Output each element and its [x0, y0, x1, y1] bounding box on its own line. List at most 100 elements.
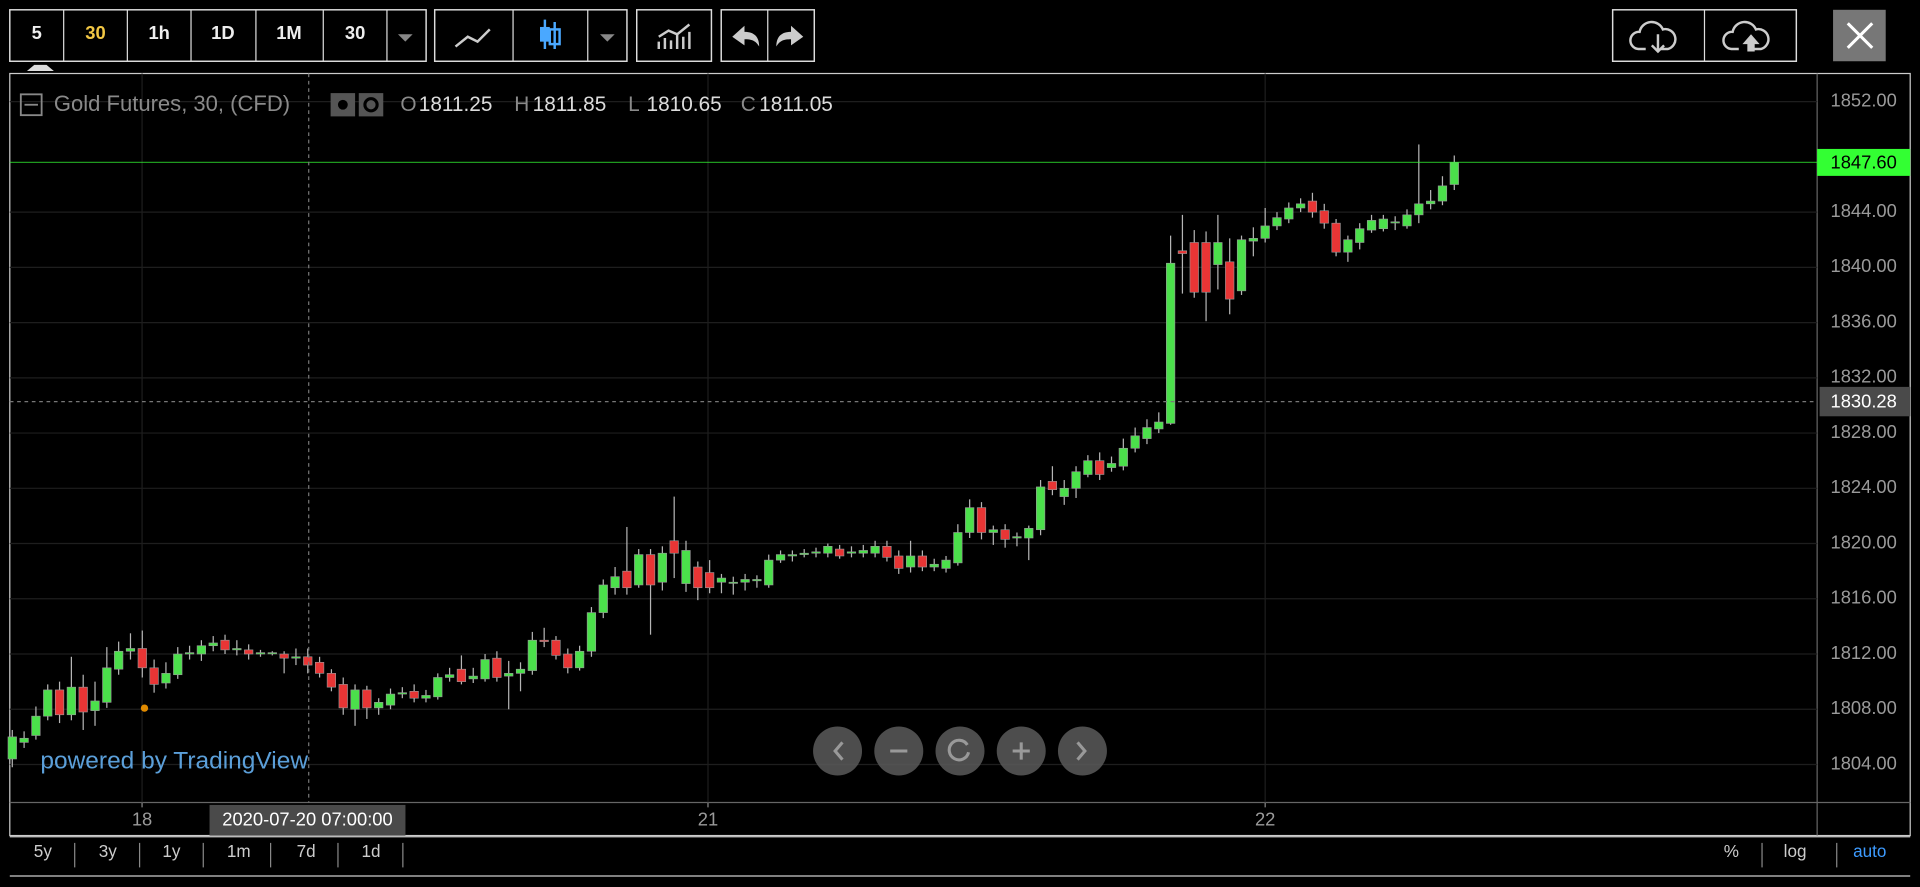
candle-body: [917, 555, 927, 568]
legend-value: 1811.85: [533, 93, 607, 116]
scale-button[interactable]: %: [1724, 841, 1739, 861]
candle-body: [1390, 221, 1400, 224]
scale-button[interactable]: log: [1784, 841, 1807, 861]
legend-settings[interactable]: [358, 93, 384, 117]
candle-body: [1142, 427, 1152, 439]
candle-body: [645, 554, 656, 586]
legend-key: L: [628, 93, 640, 116]
candle-body: [1118, 447, 1128, 467]
cloud-upload-button[interactable]: [1722, 20, 1770, 51]
candle-body: [858, 550, 868, 554]
candle-body: [137, 648, 147, 669]
candle-body: [7, 736, 17, 760]
candle-body: [1272, 217, 1282, 227]
x-tick-label: 22: [1255, 809, 1275, 830]
candle-body: [43, 689, 53, 717]
candle-body: [1166, 262, 1176, 424]
candle-body: [1201, 242, 1211, 293]
crosshair-price-label: 1830.28: [1830, 391, 1896, 412]
candle-body: [882, 545, 892, 558]
candle-body: [575, 650, 585, 669]
eye-icon: [337, 99, 348, 110]
candle-body: [19, 737, 29, 743]
candle-body: [527, 639, 537, 671]
interval-button[interactable]: 5: [32, 22, 42, 43]
undo-button[interactable]: [732, 25, 760, 47]
scale-button[interactable]: auto: [1853, 841, 1886, 861]
style-dropdown[interactable]: [600, 34, 615, 42]
interval-dropdown[interactable]: [397, 34, 413, 42]
candle-body: [1449, 162, 1459, 185]
candle-body: [870, 545, 880, 554]
candle-body: [669, 540, 679, 554]
legend-value: 1811.05: [759, 93, 833, 116]
candle-body: [255, 652, 266, 655]
candle-body: [941, 559, 951, 569]
candle-body: [456, 668, 467, 682]
indicators-icon: [657, 23, 691, 50]
legend-value: 1811.25: [419, 93, 493, 116]
cloud-download-button[interactable]: [1629, 20, 1677, 54]
candle-body: [374, 702, 384, 709]
line-style-button[interactable]: [454, 28, 491, 48]
candle-body: [196, 645, 206, 655]
crosshair-price-box: [1819, 386, 1911, 417]
interval-button[interactable]: 30: [345, 22, 365, 43]
scroll-right-button[interactable]: [1057, 726, 1107, 776]
candle-body: [1059, 487, 1069, 497]
candle-body: [161, 673, 171, 684]
candle-body: [350, 689, 360, 710]
candle-body: [303, 656, 313, 666]
candle-body: [953, 532, 963, 564]
interval-button[interactable]: 1M: [276, 22, 302, 43]
legend-key: C: [741, 93, 756, 116]
candle-body: [267, 652, 277, 655]
candle-body: [184, 652, 195, 655]
x-tick-label: 21: [698, 809, 718, 830]
range-bar: 5y 3y 1y 1m 7d 1d% log auto: [34, 841, 1886, 868]
collapse-tab[interactable]: [26, 64, 54, 72]
interval-button[interactable]: 30: [85, 22, 105, 43]
interval-group: [9, 9, 427, 62]
legend-collapse[interactable]: [19, 93, 43, 117]
interval-button[interactable]: 1D: [211, 22, 234, 43]
scroll-left-button[interactable]: [813, 726, 863, 776]
candle-body: [326, 673, 337, 688]
candle-body: [764, 559, 774, 586]
range-button[interactable]: 1d: [361, 841, 380, 861]
y-tick-label: 1832.00: [1830, 366, 1896, 387]
candle-body: [657, 552, 667, 583]
watermark: powered by TradingView: [40, 748, 308, 775]
candle-body: [492, 657, 502, 678]
last-price-label: 1847.60: [1830, 151, 1896, 172]
candle-body: [693, 566, 703, 589]
candle-body: [1343, 239, 1353, 253]
candle-body: [244, 649, 254, 655]
range-button[interactable]: 3y: [99, 841, 118, 861]
y-tick-label: 1824.00: [1830, 476, 1896, 497]
range-button[interactable]: 7d: [297, 841, 316, 861]
range-button[interactable]: 1m: [227, 841, 251, 861]
reset-button[interactable]: [935, 726, 985, 776]
y-tick-label: 1828.00: [1830, 421, 1896, 442]
range-button[interactable]: 1y: [162, 841, 181, 861]
candle-body: [54, 689, 65, 716]
candle-body: [1355, 228, 1365, 243]
crosshair-time-label: 2020-07-20 07:00:00: [222, 809, 392, 830]
candle-body: [728, 581, 738, 584]
range-button[interactable]: 5y: [34, 841, 53, 861]
candle-body: [445, 674, 455, 678]
candle-body: [468, 675, 478, 680]
interval-button[interactable]: 1h: [148, 22, 169, 43]
redo-button[interactable]: [776, 25, 804, 47]
candle-body: [1095, 460, 1105, 475]
gear-icon: [363, 97, 379, 113]
cloud-upload-arrow: [1742, 34, 1760, 52]
candle-body: [1189, 242, 1199, 293]
candle-body: [1047, 481, 1058, 490]
candle-body: [634, 554, 644, 586]
indicators-button[interactable]: [636, 9, 713, 62]
candle-body: [397, 692, 407, 695]
candle-body: [362, 689, 372, 709]
candle-body: [894, 555, 904, 569]
